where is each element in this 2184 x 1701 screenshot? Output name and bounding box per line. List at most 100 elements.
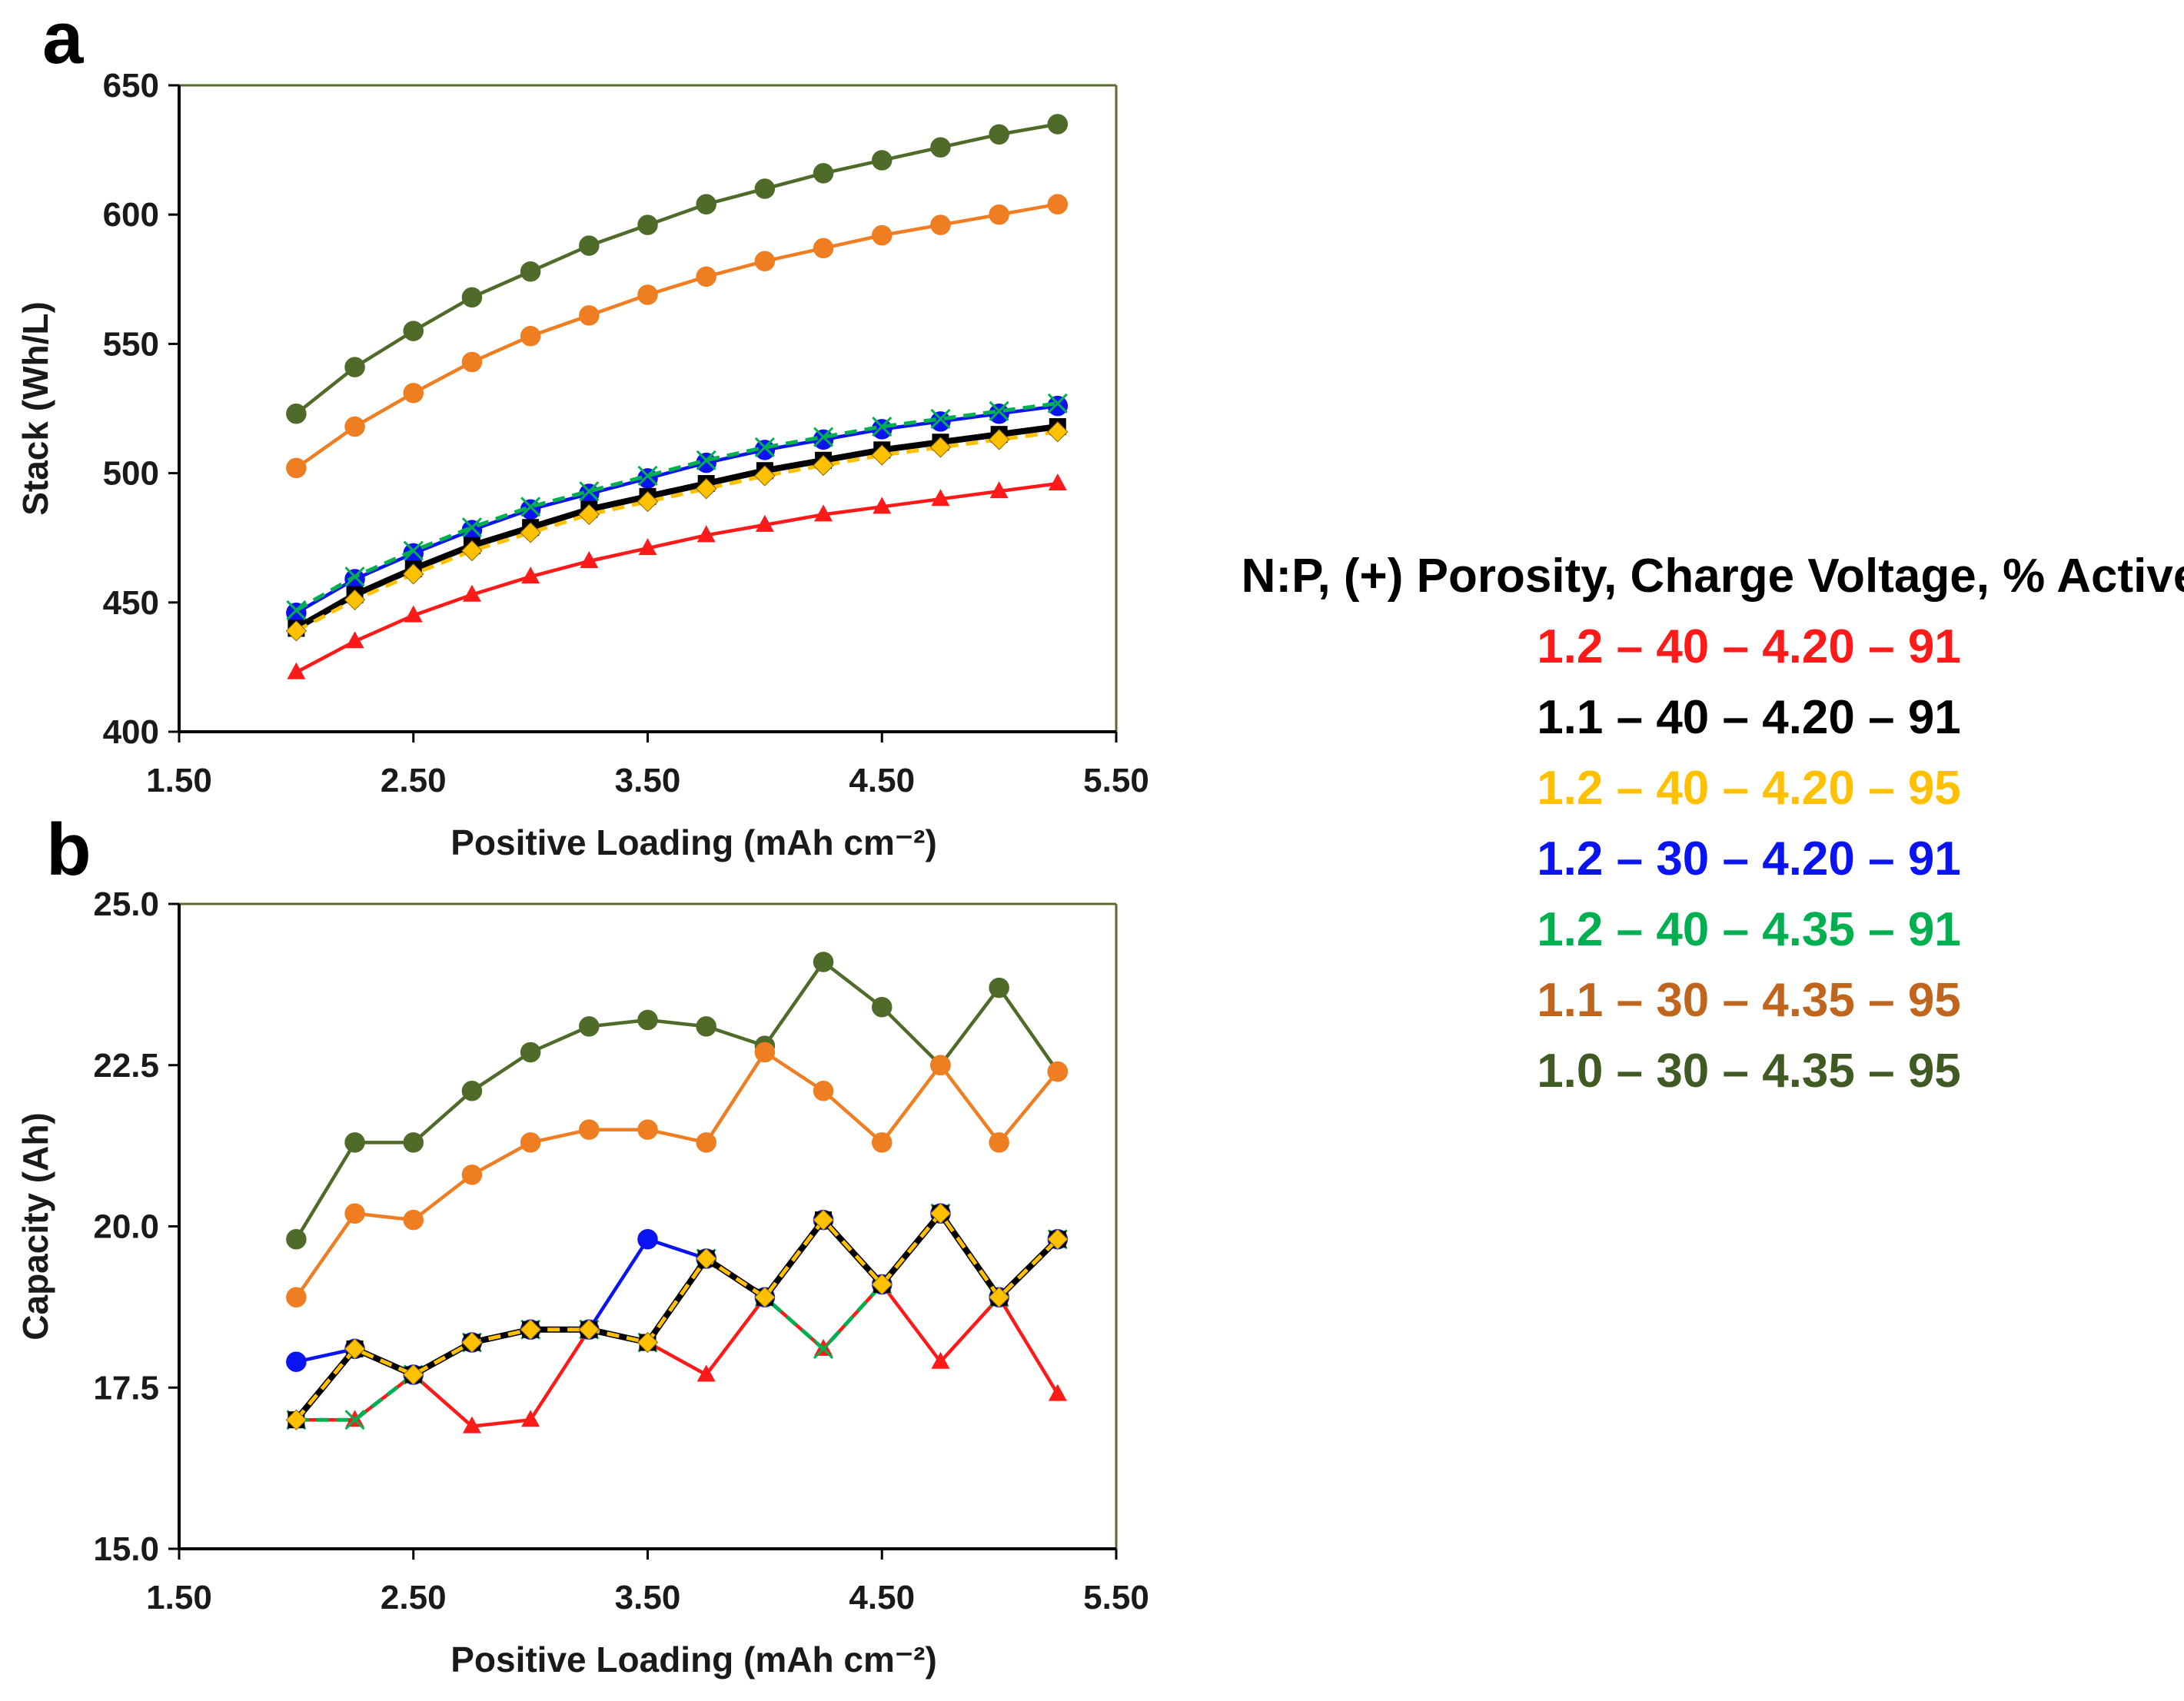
panel-b-series-4-line [295,1211,1059,1377]
panel-a-series-6-point [754,251,776,272]
panel-a-series-1 [287,473,1067,679]
panel-a-series-1-point [638,538,657,556]
panel-b-series-7 [286,952,1069,1250]
panel-a-series-3-point [754,465,776,487]
panel-a-series-5-point [344,566,365,587]
panel-b-series-3-point [285,1409,307,1430]
panel-b-series-7-point [579,1016,600,1037]
panel-a-y-axis-title: Stack (Wh/L) [15,301,55,516]
panel-a-series-1-point [345,631,364,649]
panel-a-series-7-point [1047,114,1069,135]
panel-a-series-5-point [520,497,541,517]
panel-b-series-6-line [294,1050,1059,1299]
panel-a-series-6-point [989,204,1009,225]
panel-a-series-1-point [814,504,833,522]
panel-a-series-7-point [286,403,307,424]
panel-a-series-5-point [989,400,1009,421]
panel-b-series-3-point [813,1209,834,1231]
panel-a-series-7-point [930,137,951,158]
panel-b-series-3-point [754,1287,776,1308]
panel-b-series-6-point [579,1119,600,1140]
panel-b-y-tick-label: 25.0 [93,885,159,923]
panel-b-y-tick-label: 20.0 [93,1208,159,1246]
panel-a-y-tick-label: 500 [103,455,159,493]
panel-b-series-5-line [296,1211,1059,1422]
panel-b-series-7-point [696,1016,716,1037]
panel-b-x-tick-label: 2.50 [381,1579,447,1616]
panel-b-x-tick-label: 4.50 [849,1579,915,1616]
panel-a-x-tick-label: 2.50 [381,762,447,799]
panel-b: b 15.0 17.5 20.0 22.5 25.0 1.50 2.50 3.50 4.50 5.… [15,809,1149,1679]
panel-a-series-5-point [930,408,951,430]
panel-b-series-4-point [637,1229,658,1250]
panel-b-series-6-point [754,1042,776,1063]
panel-b-series-6-point [461,1164,483,1185]
panel-b-series-3-point [461,1331,483,1354]
panel-b-series-7-point [989,977,1009,998]
panel-b-series-6-point [286,1287,307,1308]
panel-b-series-1-point [462,1416,481,1434]
panel-a-y-tick-label: 450 [103,584,159,622]
panel-a-series-3-point [871,444,893,466]
legend-title: N:P, (+) Porosity, Charge Voltage, % Act… [1242,550,2184,603]
panel-b-series-3-point [578,1319,600,1341]
legend-entry-6: 1.1 – 30 – 4.35 – 95 [1537,974,1961,1027]
panel-a-series-7-point [989,124,1009,145]
panel-a-series-3-point [813,454,834,477]
panel-a-series-1-point [696,525,716,543]
legend-entry-2: 1.1 – 40 – 4.20 – 91 [1537,691,1961,744]
panel-b-series-1-point [931,1351,950,1369]
panel-b-series-3-point [1047,1228,1069,1250]
panel-b-series-1-point [696,1364,716,1382]
legend-entry-1: 1.2 – 40 – 4.20 – 91 [1537,620,1961,673]
panel-a-series-1-point [404,605,423,623]
panel-a-series-1-point [931,489,950,507]
panel-b-series-3-point [695,1248,717,1270]
panel-a-series-1-point [287,662,306,679]
panel-a-series-1-line [295,481,1059,674]
panel-a-series-5 [286,393,1068,620]
panel-b-series-7-point [403,1132,424,1153]
panel-b-series-3-point [988,1287,1010,1308]
panel-a-series-5-point [1047,393,1068,414]
panel-b-series-6-point [696,1132,716,1153]
legend-entries: 1.2 – 40 – 4.20 – 91 1.1 – 40 – 4.20 – 91… [1537,620,1961,1098]
panel-b-series-6-point [344,1203,365,1224]
panel-a-series-6-point [1047,194,1069,214]
panel-a-series-5-point [754,437,775,458]
panel-b-series-1-point [521,1410,540,1427]
panel-b-series-6-point [520,1132,541,1153]
panel-b-series-7-point [520,1042,541,1063]
panel-b-series-6-point [930,1055,951,1075]
panel-a-series-3-point [695,478,717,500]
panel-a-series-5-point [579,481,600,502]
panel-a-series-7-point [696,194,716,214]
panel-b-series-3 [285,1203,1069,1430]
panel-a-series-6-point [872,224,893,246]
panel-a-series-3-point [637,490,659,513]
panel-a-series-7-point [872,150,893,171]
panel-a-series-7-point [754,178,776,199]
panel-b-series-1-point [1048,1384,1067,1401]
panel-a-series-6-point [637,284,658,305]
panel-b-series-3-point [403,1364,424,1386]
panel-a-series-3-point [285,620,307,642]
panel-a-label: a [42,0,84,79]
panel-b-series-6-point [403,1209,424,1231]
panel-a-series-3-point [1047,421,1069,443]
panel-a-x-tick-label: 4.50 [849,762,915,799]
panel-b-series-2 [288,1204,1066,1429]
panel-a-series-7-line [295,122,1059,415]
panel-a-series-3 [285,421,1069,642]
panel-a-series-1-point [521,566,540,584]
panel-b-series-4-point [286,1351,307,1372]
panel-b-series-6-point [813,1081,834,1101]
panel-b-series-3-point [520,1319,541,1341]
panel-b-series-6-point [637,1119,658,1140]
panel-b-x-axis-title: Positive Loading (mAh cm⁻²) [450,1640,937,1679]
panel-b-x-tick-label: 3.50 [615,1579,681,1616]
panel-a-series-6-point [520,326,541,347]
panel-b-series-5-point [344,1410,365,1430]
legend-entry-3: 1.2 – 40 – 4.20 – 95 [1537,762,1961,815]
panel-a-series-1-point [462,584,481,602]
